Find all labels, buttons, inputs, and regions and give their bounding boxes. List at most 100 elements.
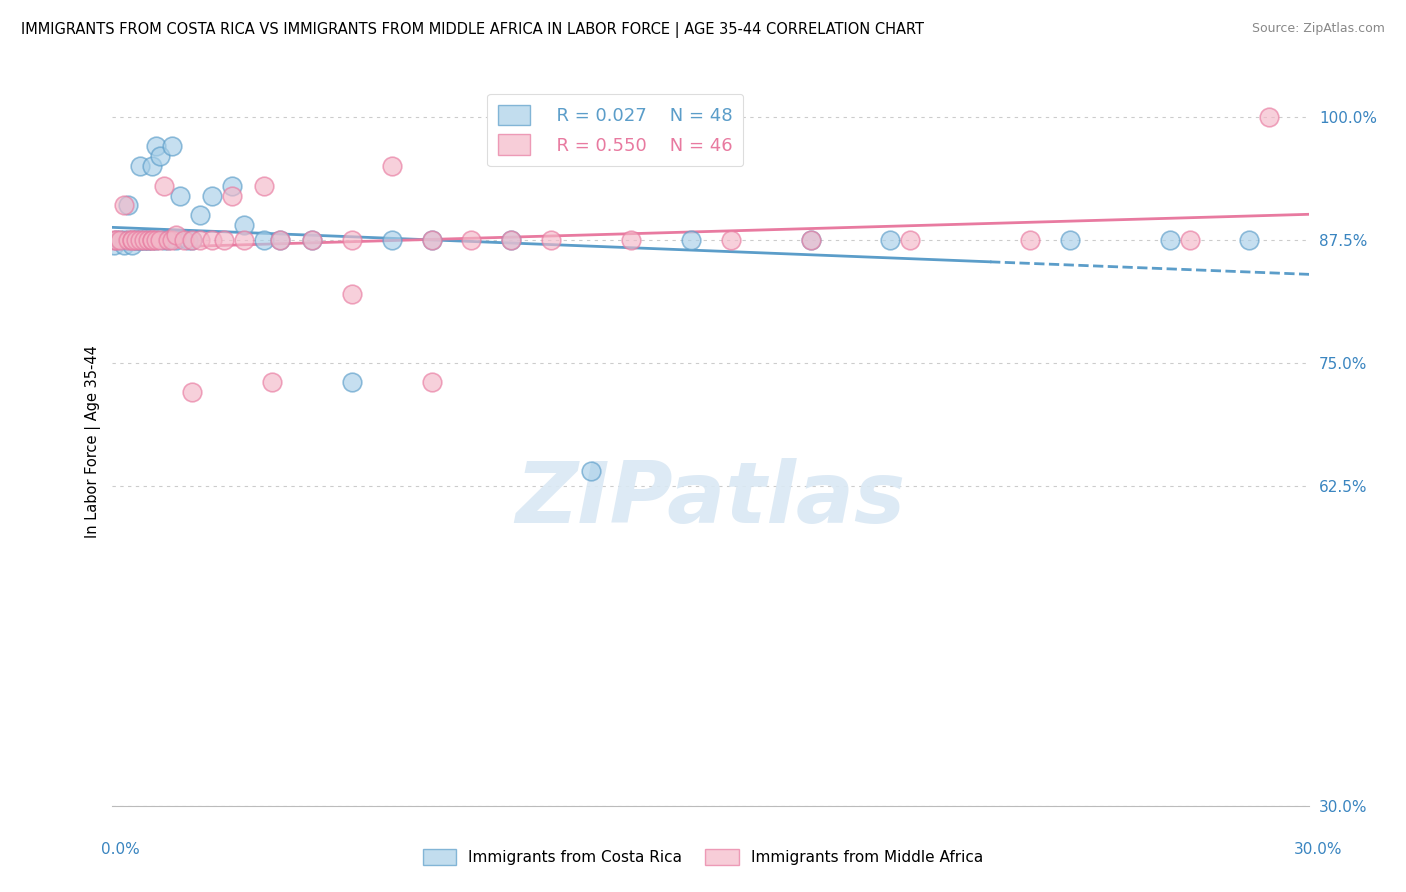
Text: 30.0%: 30.0%	[1295, 842, 1343, 856]
Point	[112, 233, 135, 247]
Point	[1159, 233, 1181, 247]
Point	[879, 233, 901, 247]
Point	[181, 233, 204, 247]
Point	[177, 233, 200, 247]
Point	[125, 233, 148, 247]
Point	[420, 376, 443, 390]
Point	[105, 233, 128, 247]
Text: IMMIGRANTS FROM COSTA RICA VS IMMIGRANTS FROM MIDDLE AFRICA IN LABOR FORCE | AGE: IMMIGRANTS FROM COSTA RICA VS IMMIGRANTS…	[21, 22, 924, 38]
Point	[136, 233, 159, 247]
Point	[145, 139, 167, 153]
Point	[260, 376, 283, 390]
Point	[103, 233, 125, 247]
Point	[181, 233, 204, 247]
Point	[134, 233, 156, 247]
Point	[165, 227, 187, 242]
Point	[162, 233, 184, 247]
Point	[112, 198, 135, 212]
Point	[105, 233, 128, 247]
Point	[110, 233, 132, 247]
Point	[165, 233, 187, 247]
Point	[162, 139, 184, 153]
Point	[136, 233, 159, 247]
Point	[188, 233, 211, 247]
Point	[201, 188, 224, 202]
Point	[134, 233, 156, 247]
Text: ZIPatlas: ZIPatlas	[516, 458, 905, 541]
Point	[145, 233, 167, 247]
Point	[1258, 110, 1281, 124]
Point	[121, 233, 143, 247]
Point	[579, 464, 602, 478]
Text: Source: ZipAtlas.com: Source: ZipAtlas.com	[1251, 22, 1385, 36]
Point	[145, 233, 167, 247]
Point	[720, 233, 742, 247]
Point	[153, 178, 176, 193]
Point	[121, 237, 143, 252]
Y-axis label: In Labor Force | Age 35-44: In Labor Force | Age 35-44	[86, 345, 101, 538]
Point	[149, 149, 172, 163]
Point	[134, 233, 156, 247]
Point	[381, 159, 404, 173]
Point	[799, 233, 821, 247]
Point	[149, 233, 172, 247]
Point	[125, 233, 148, 247]
Point	[129, 159, 152, 173]
Point	[117, 233, 139, 247]
Point	[340, 376, 363, 390]
Legend: Immigrants from Costa Rica, Immigrants from Middle Africa: Immigrants from Costa Rica, Immigrants f…	[416, 843, 990, 871]
Point	[1059, 233, 1081, 247]
Text: 0.0%: 0.0%	[101, 842, 141, 856]
Point	[269, 233, 291, 247]
Point	[340, 233, 363, 247]
Point	[233, 233, 256, 247]
Point	[129, 233, 152, 247]
Point	[233, 218, 256, 232]
Point	[269, 233, 291, 247]
Point	[221, 178, 243, 193]
Point	[129, 233, 152, 247]
Point	[340, 286, 363, 301]
Point	[1019, 233, 1042, 247]
Point	[253, 178, 276, 193]
Legend:   R = 0.027    N = 48,   R = 0.550    N = 46: R = 0.027 N = 48, R = 0.550 N = 46	[486, 94, 744, 166]
Point	[110, 233, 132, 247]
Point	[420, 233, 443, 247]
Point	[381, 233, 404, 247]
Point	[188, 208, 211, 222]
Point	[141, 233, 163, 247]
Point	[112, 237, 135, 252]
Point	[141, 159, 163, 173]
Point	[301, 233, 323, 247]
Point	[460, 233, 482, 247]
Point	[153, 233, 176, 247]
Point	[141, 233, 163, 247]
Point	[253, 233, 276, 247]
Point	[157, 233, 180, 247]
Point	[201, 233, 224, 247]
Point	[301, 233, 323, 247]
Point	[501, 233, 523, 247]
Point	[141, 233, 163, 247]
Point	[898, 233, 921, 247]
Point	[221, 188, 243, 202]
Point	[1239, 233, 1261, 247]
Point	[540, 233, 562, 247]
Point	[620, 233, 643, 247]
Point	[121, 233, 143, 247]
Point	[173, 233, 195, 247]
Point	[212, 233, 235, 247]
Point	[799, 233, 821, 247]
Point	[125, 233, 148, 247]
Point	[181, 385, 204, 400]
Point	[501, 233, 523, 247]
Point	[103, 237, 125, 252]
Point	[169, 188, 191, 202]
Point	[1178, 233, 1201, 247]
Point	[420, 233, 443, 247]
Point	[117, 198, 139, 212]
Point	[129, 233, 152, 247]
Point	[679, 233, 702, 247]
Point	[121, 233, 143, 247]
Point	[136, 233, 159, 247]
